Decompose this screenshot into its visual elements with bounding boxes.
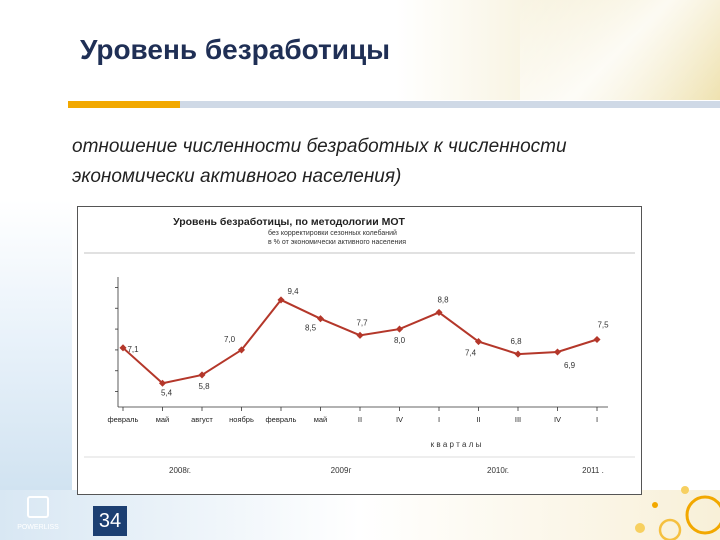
value-label: 7,0: [224, 335, 236, 344]
data-point: [474, 338, 483, 346]
value-label: 5,8: [198, 382, 210, 391]
data-point: [316, 315, 325, 323]
chart-panel: Уровень безработицы, по методологии МОТ …: [77, 206, 642, 495]
data-point: [514, 350, 522, 358]
category-label: I: [596, 415, 598, 424]
logo-text: POWERLISS: [17, 524, 59, 531]
category-label: февраль: [266, 415, 297, 424]
logo: POWERLISS: [8, 496, 68, 536]
x-ticks: [122, 407, 598, 411]
value-label: 7,7: [356, 318, 368, 327]
category-label: февраль: [108, 415, 139, 424]
page-number: 34: [93, 506, 127, 536]
value-label: 6,9: [564, 361, 576, 370]
data-point: [435, 308, 443, 316]
x-axis-label: к в а р т а л ы: [431, 440, 482, 449]
chart-subtitle-2: в % от экономически активного населения: [268, 239, 406, 246]
value-label: 9,4: [287, 287, 299, 296]
category-label: ноябрь: [229, 415, 254, 424]
chart-subtitle-1: без корректировки сезонных колебаний: [268, 229, 397, 237]
value-label: 6,8: [510, 337, 522, 346]
y-ticks: [115, 287, 118, 392]
value-label: 7,4: [465, 349, 477, 358]
value-label: 5,4: [161, 388, 173, 397]
unemployment-chart: Уровень безработицы, по методологии МОТ …: [78, 207, 641, 494]
header-decoration: [520, 0, 720, 100]
year-labels: 2008г. 2009г 2010г. 2011 .: [169, 466, 604, 475]
value-label: 8,5: [305, 324, 317, 333]
data-point: [237, 346, 246, 354]
value-label: 7,5: [597, 321, 609, 330]
slide-title: Уровень безработицы: [80, 34, 391, 65]
left-decoration: [0, 200, 72, 540]
slide-subtitle: отношение численности безработных к числ…: [72, 136, 567, 187]
corner-decoration-icon: [635, 486, 720, 540]
year-label: 2008г.: [169, 466, 191, 475]
category-labels: февраль май август ноябрь февраль май II IV I II I…: [108, 415, 599, 424]
data-point: [593, 335, 601, 344]
data-point: [158, 379, 167, 387]
category-label: I: [438, 415, 440, 424]
category-label: май: [156, 415, 170, 424]
data-point: [395, 325, 404, 333]
year-label: 2010г.: [487, 466, 509, 475]
logo-icon: [27, 496, 49, 518]
data-point: [277, 296, 285, 304]
data-point: [198, 371, 206, 379]
value-label: 8,0: [394, 336, 406, 345]
category-label: август: [191, 415, 213, 424]
category-label: май: [314, 415, 328, 424]
category-label: II: [358, 415, 362, 424]
chart-title: Уровень безработицы, по методологии МОТ: [173, 216, 405, 228]
value-labels: 7,1 5,4 5,8 7,0 9,4 8,5 7,7 8,0 8,8 7,4 6,8 6,9 7,5: [127, 287, 609, 397]
value-label: 8,8: [437, 295, 449, 304]
category-label: III: [515, 415, 521, 424]
title-rule: [68, 101, 720, 108]
value-label: 7,1: [127, 345, 139, 354]
year-label: 2009г: [331, 466, 352, 475]
category-label: IV: [396, 415, 403, 424]
category-label: IV: [554, 415, 561, 424]
year-label: 2011 .: [582, 466, 604, 475]
category-label: II: [476, 415, 480, 424]
data-point: [553, 348, 562, 356]
